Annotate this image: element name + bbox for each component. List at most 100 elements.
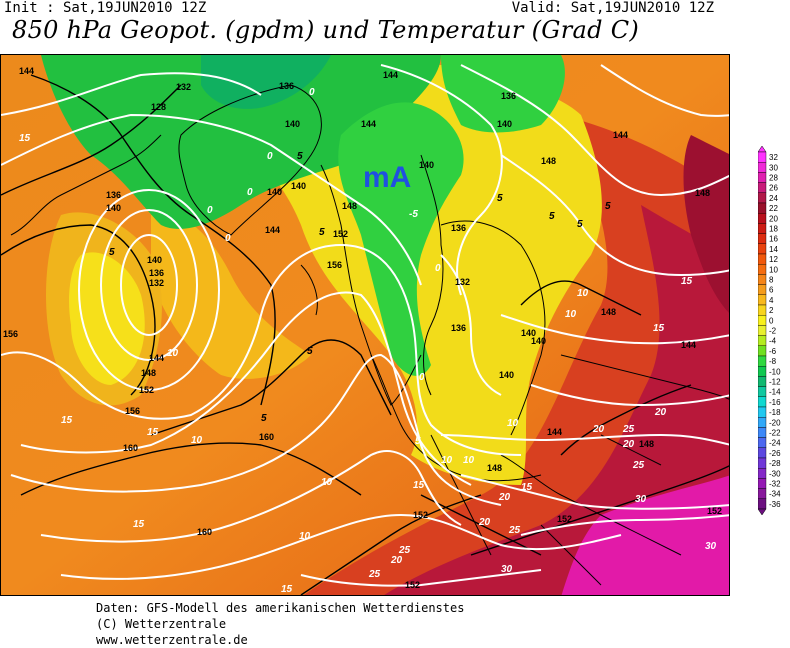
legend-value-label: -32	[769, 480, 781, 489]
temp-label-5c: 5	[319, 227, 325, 238]
legend-swatch	[757, 202, 767, 214]
weather-map: 144 132 128 136 140 144 144 136 140 144 …	[0, 54, 730, 596]
legend-swatch	[757, 284, 767, 296]
legend-swatch	[757, 192, 767, 204]
geo-label-160b: 160	[259, 432, 274, 442]
legend-swatch	[757, 335, 767, 347]
credits-data-source: Daten: GFS-Modell des amerikanischen Wet…	[96, 601, 465, 615]
geo-label-140d: 140	[106, 203, 121, 213]
legend-swatch	[757, 233, 767, 244]
geo-label-140i: 140	[531, 336, 546, 346]
geopotential-labels: 144 132 128 136 140 144 144 136 140 144 …	[3, 66, 722, 590]
temp-label-minus5: -5	[409, 209, 418, 220]
cold-zone-green-east	[441, 55, 565, 133]
legend-swatch	[757, 223, 767, 234]
geo-label-136e: 136	[451, 223, 466, 233]
temperature-labels: 15 0 0 0 5 0 0 5 5 -5 5 5 5 5 0 10 15 10…	[19, 87, 717, 595]
temp-label-10: 10	[577, 288, 589, 299]
temp-label-25d: 25	[398, 545, 411, 556]
geo-label-152d: 152	[557, 514, 572, 524]
geo-label-148d: 148	[601, 307, 616, 317]
temp-label-10d: 10	[191, 435, 203, 446]
legend-value-label: -28	[769, 459, 781, 468]
temp-label-10b: 10	[565, 309, 577, 320]
temp-label-20f: 20	[390, 555, 403, 566]
temperature-legend: 32 30 28 26 24 22 20 18 16 14 12 10 8 6 4 2 0 -2 -4 -6 -8 -10…	[757, 145, 786, 516]
temp-label-15i: 15	[281, 584, 293, 595]
legend-value-label: -16	[769, 398, 781, 407]
geo-label-140: 140	[285, 119, 300, 129]
legend-swatch	[757, 243, 767, 255]
very-hot-zone-southeast	[561, 475, 729, 595]
geo-label-132c: 132	[455, 277, 470, 287]
legend-value-label: 4	[769, 296, 774, 305]
legend-swatch	[757, 406, 767, 418]
geo-label-140j: 140	[499, 370, 514, 380]
temp-label-20d: 20	[498, 492, 511, 503]
temp-label-15e: 15	[147, 427, 159, 438]
legend-swatch	[757, 325, 767, 336]
geo-label-156: 156	[327, 260, 342, 270]
geo-label-144h: 144	[547, 427, 562, 437]
legend-value-label: 32	[769, 153, 778, 162]
legend-value-label: 10	[769, 265, 778, 274]
legend-value-label: 18	[769, 225, 778, 234]
temp-label-10f: 10	[441, 455, 453, 466]
temp-label-15: 15	[19, 133, 31, 144]
temp-label-0g: 0	[419, 372, 425, 383]
legend-value-label: 26	[769, 184, 778, 193]
legend-swatch	[757, 417, 767, 428]
geo-label-136f: 136	[451, 323, 466, 333]
geo-label-156c: 156	[125, 406, 140, 416]
legend-value-label: -10	[769, 367, 781, 376]
legend-value-label: -18	[769, 408, 781, 417]
temp-label-0f: 0	[435, 263, 441, 274]
cold-zone-green-scandinavia	[338, 102, 464, 376]
chart-title: 850 hPa Geopot. (gpdm) und Temperatur (G…	[12, 16, 640, 44]
geo-label-148: 148	[541, 156, 556, 166]
geo-label-144e: 144	[265, 225, 280, 235]
legend-swatch	[757, 468, 767, 479]
legend-value-label: 6	[769, 286, 774, 295]
legend-value-label: -34	[769, 490, 781, 499]
temp-label-10c: 10	[167, 348, 179, 359]
temp-label-5b: 5	[109, 247, 115, 258]
legend-swatch	[757, 294, 767, 306]
temp-label-15f: 15	[413, 480, 425, 491]
geopotential-contours	[1, 64, 729, 587]
legend-value-label: 20	[769, 214, 778, 223]
temp-label-15g: 15	[521, 482, 533, 493]
temp-label-30b: 30	[501, 564, 513, 575]
geo-label-148g: 148	[487, 463, 502, 473]
temp-label-20c: 20	[622, 439, 635, 450]
air-mass-label: mA	[363, 161, 411, 194]
legend-value-label: -12	[769, 378, 781, 387]
credits-website[interactable]: www.wetterzentrale.de	[96, 633, 248, 647]
credits-copyright: (C) Wetterzentrale	[96, 617, 227, 631]
geo-label-148b: 148	[695, 188, 710, 198]
temp-label-10i: 10	[299, 531, 311, 542]
legend-swatch	[757, 437, 767, 449]
legend-value-label: -4	[769, 337, 777, 346]
geo-label-160c: 160	[197, 527, 212, 537]
temp-label-20b: 20	[592, 424, 605, 435]
geo-label-136: 136	[279, 81, 294, 91]
legend-value-label: -6	[769, 347, 777, 356]
legend-value-label: -8	[769, 357, 777, 366]
geo-label-144g: 144	[149, 353, 164, 363]
legend-value-label: 22	[769, 204, 778, 213]
temp-label-5e: 5	[549, 211, 555, 222]
temp-label-5h: 5	[307, 346, 313, 357]
legend-swatch	[757, 457, 767, 469]
legend-value-label: -24	[769, 439, 781, 448]
legend-swatch	[757, 162, 767, 173]
temp-label-15c: 15	[653, 323, 665, 334]
temp-label-0c: 0	[247, 187, 253, 198]
geo-label-152: 152	[333, 229, 348, 239]
hot-zone-northeast	[683, 135, 729, 313]
legend-swatch	[757, 274, 767, 285]
legend-swatch	[757, 314, 767, 326]
legend-swatch	[757, 263, 767, 275]
temp-label-15d: 15	[61, 415, 73, 426]
temp-label-30c: 30	[705, 541, 717, 552]
